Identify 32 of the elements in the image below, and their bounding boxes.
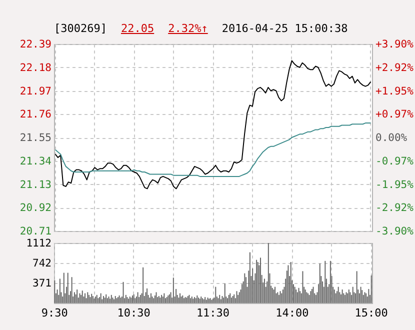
y2-tick-label: 0.00%	[376, 132, 408, 144]
y-tick-label: 1112	[26, 238, 52, 250]
y2-tick-label: -0.97%	[376, 155, 414, 168]
y-tick-label: 371	[32, 277, 52, 290]
y-tick-label: 21.13	[20, 178, 52, 191]
y-tick-label: 21.55	[20, 132, 52, 144]
y-tick-label: 20.92	[20, 202, 52, 214]
chart-title: [300269]	[54, 22, 107, 35]
y-tick-label: 22.18	[20, 62, 52, 74]
x-tick-label: 14:00	[276, 306, 309, 320]
x-tick-label: 15:00	[354, 306, 388, 320]
line-series	[54, 60, 372, 190]
y-tick-label: 742	[32, 257, 52, 270]
y2-tick-label: +1.95%	[376, 85, 414, 98]
y-tick-label: 21.76	[20, 108, 52, 121]
text: 2016-04-25 15:00:38	[222, 22, 348, 35]
y2-tick-label: +0.97%	[376, 108, 414, 121]
x-tick-label: 9:30	[41, 306, 68, 320]
y-tick-label: 21.34	[20, 155, 52, 168]
text: 22.05	[120, 22, 154, 35]
y2-tick-label: -2.92%	[376, 202, 414, 214]
y2-tick-label: -1.95%	[376, 178, 414, 191]
y2-tick-label: +2.92%	[376, 62, 414, 74]
y-tick-label: 21.97	[20, 85, 52, 98]
text: 2.32%↑	[168, 22, 208, 35]
y2-tick-label: +3.90%	[376, 38, 414, 50]
y2-tick-label: -3.90%	[376, 226, 414, 238]
x-tick-label: 10:30	[117, 306, 150, 320]
line-series	[54, 122, 372, 177]
x-tick-label: 11:30	[196, 306, 230, 320]
y-tick-label: 20.71	[20, 226, 52, 238]
y-tick-label: 22.39	[20, 38, 52, 50]
